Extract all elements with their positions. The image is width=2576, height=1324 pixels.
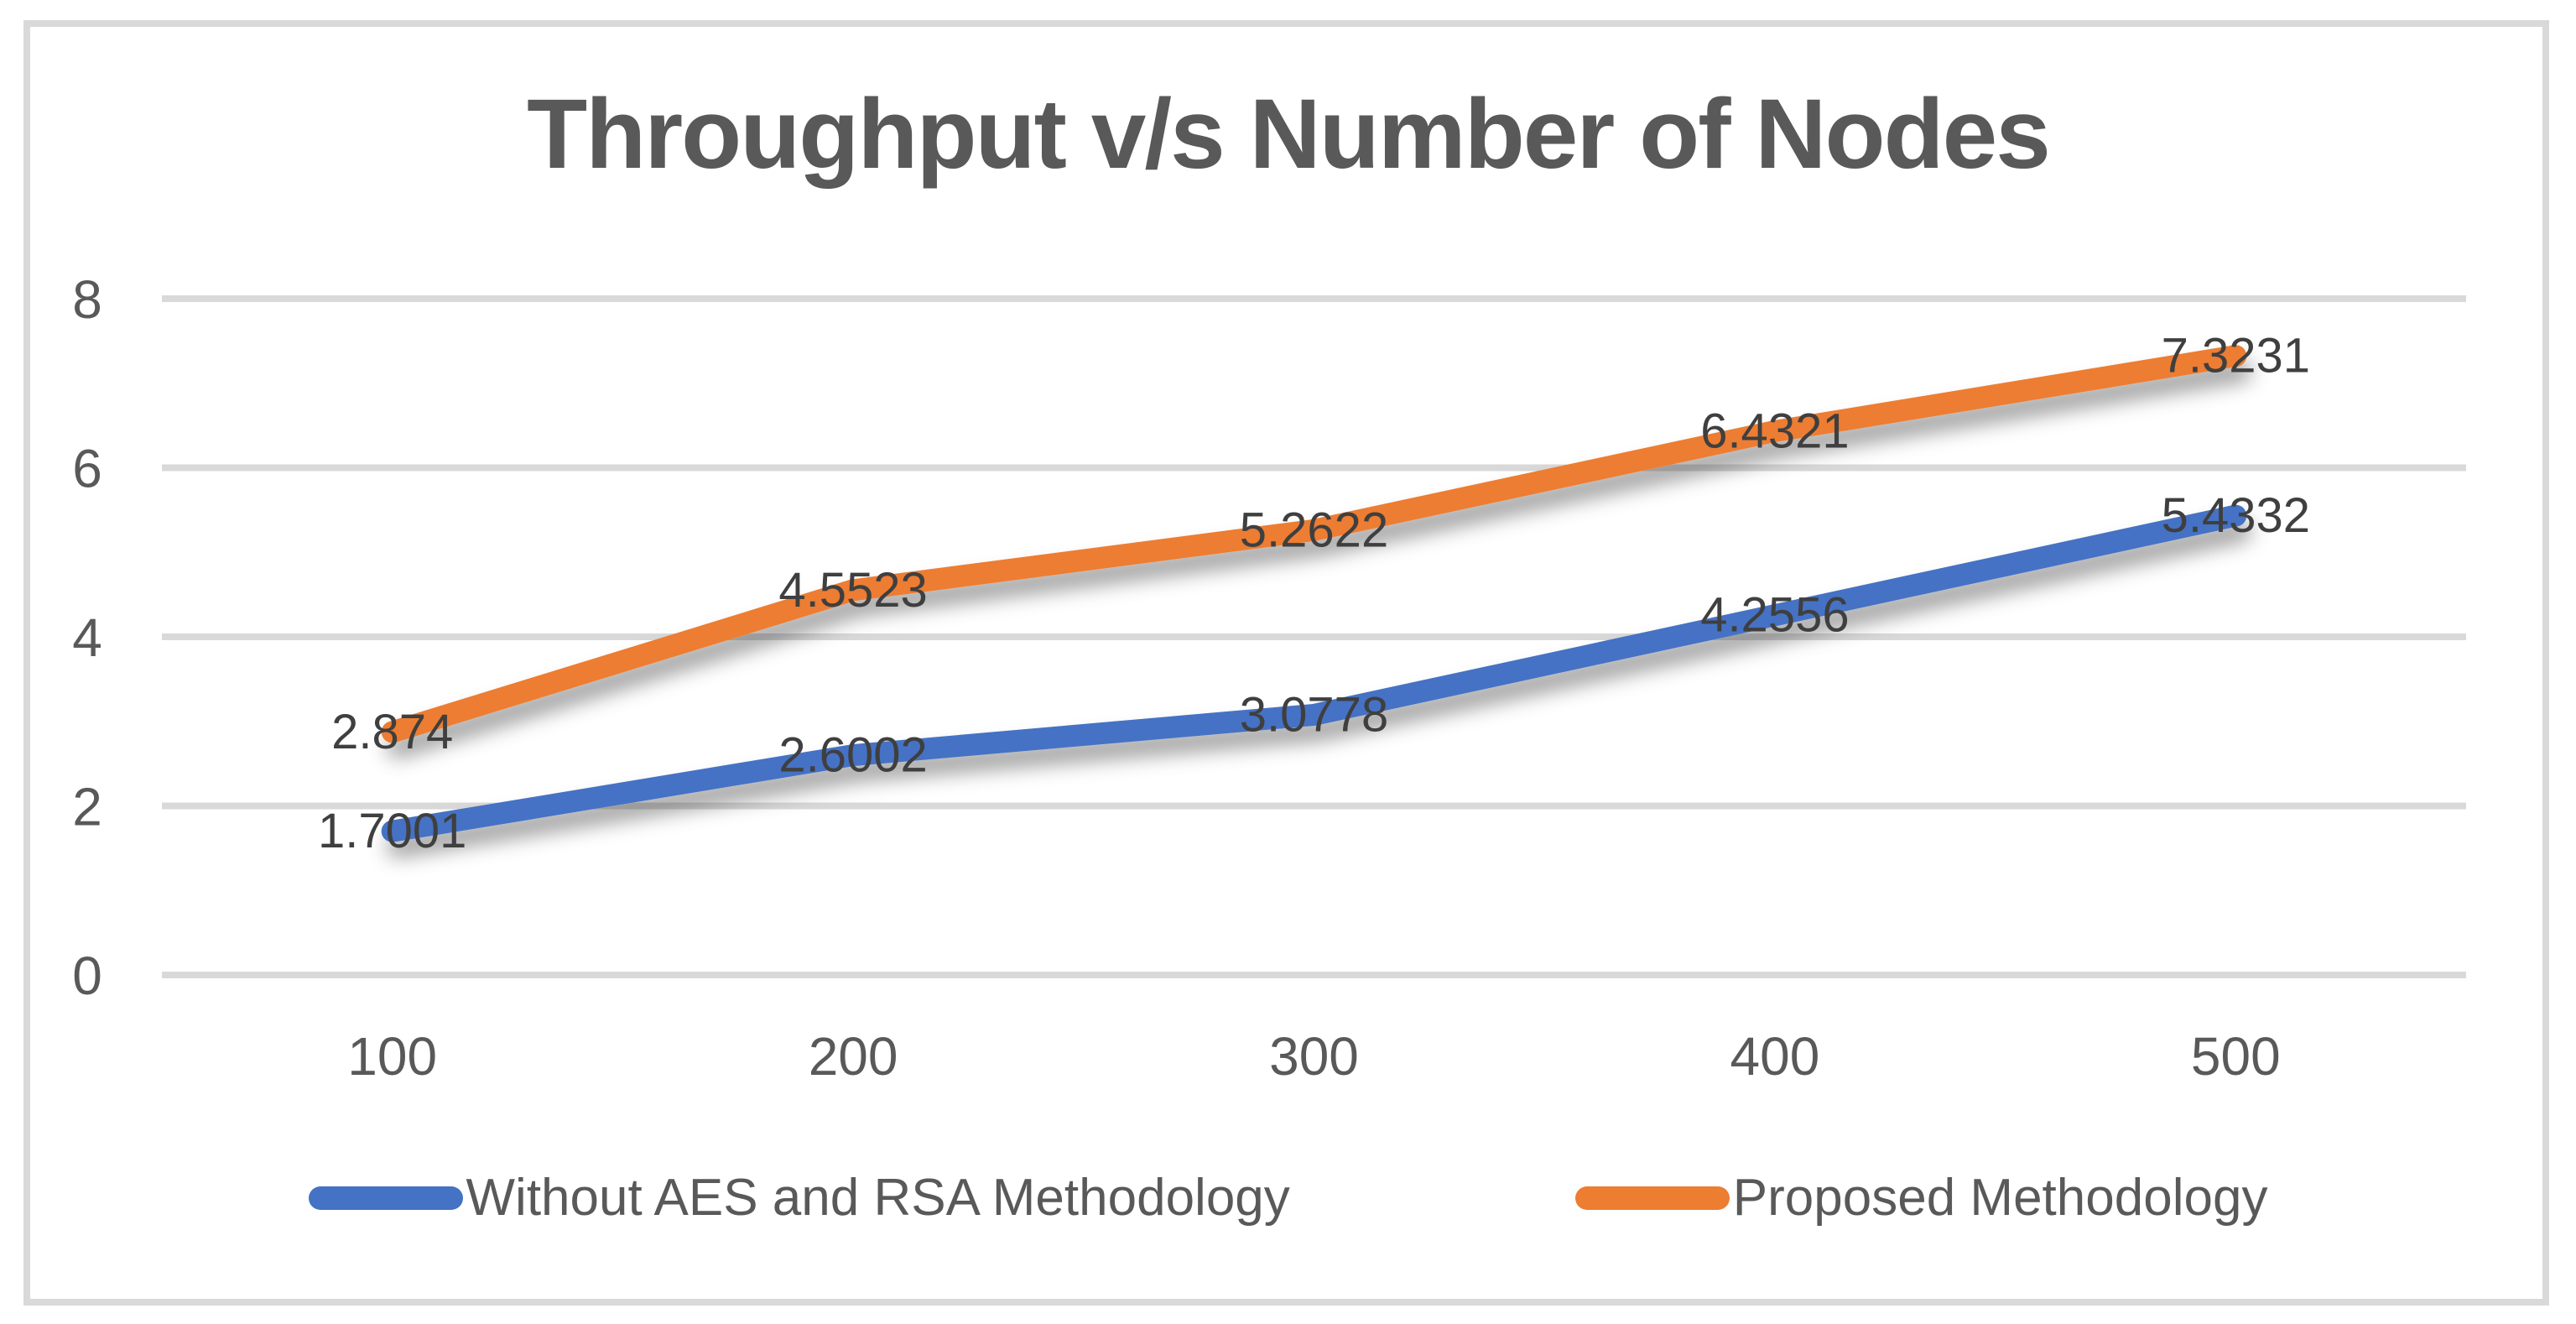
- series-line-0: [381, 504, 2247, 842]
- legend-label: Without AES and RSA Methodology: [466, 1169, 1290, 1227]
- data-label: 7.3231: [2162, 329, 2310, 383]
- data-label: 4.5523: [778, 563, 927, 618]
- y-axis-tick-label: 0: [72, 946, 102, 1006]
- legend-item-0: Without AES and RSA Methodology: [308, 1168, 1290, 1228]
- chart-title: Throughput v/s Number of Nodes: [527, 79, 2051, 190]
- legend-label: Proposed Methodology: [1732, 1169, 2268, 1227]
- x-axis-tick-label: 300: [1269, 1026, 1359, 1087]
- x-axis-tick-label: 400: [1730, 1026, 1820, 1087]
- x-axis-tick-labels: 100 200 300 400 500: [347, 1026, 2280, 1087]
- data-label: 2.6002: [778, 728, 927, 783]
- data-labels: 1.7001 2.6002 3.0778 4.2556 5.4332 2.874 4.552…: [318, 329, 2310, 859]
- data-label: 2.874: [331, 705, 453, 759]
- y-axis-tick-label: 4: [72, 607, 102, 668]
- data-label: 5.2622: [1240, 503, 1388, 557]
- y-axis-tick-label: 2: [72, 777, 102, 837]
- y-axis-tick-label: 6: [72, 439, 102, 499]
- data-label: 1.7001: [318, 804, 466, 858]
- y-axis-tick-labels: 0 2 4 6 8: [72, 269, 102, 1006]
- x-axis-tick-label: 100: [347, 1026, 437, 1087]
- data-label: 5.4332: [2162, 488, 2310, 543]
- x-axis-tick-label: 500: [2191, 1026, 2281, 1087]
- data-label: 3.0778: [1240, 687, 1388, 742]
- x-axis-tick-label: 200: [809, 1026, 898, 1087]
- data-label: 4.2556: [1700, 588, 1849, 643]
- series-lines: [381, 345, 2247, 842]
- chart-legend: Without AES and RSA Methodology Proposed …: [0, 1168, 2576, 1228]
- legend-marker-icon: [308, 1186, 463, 1210]
- legend-marker-icon: [1574, 1186, 1730, 1210]
- series-line-1: [381, 345, 2247, 743]
- legend-item-1: Proposed Methodology: [1574, 1168, 2268, 1228]
- gridlines: [162, 295, 2466, 978]
- y-axis-tick-label: 8: [72, 269, 102, 330]
- data-label: 6.4321: [1700, 404, 1849, 458]
